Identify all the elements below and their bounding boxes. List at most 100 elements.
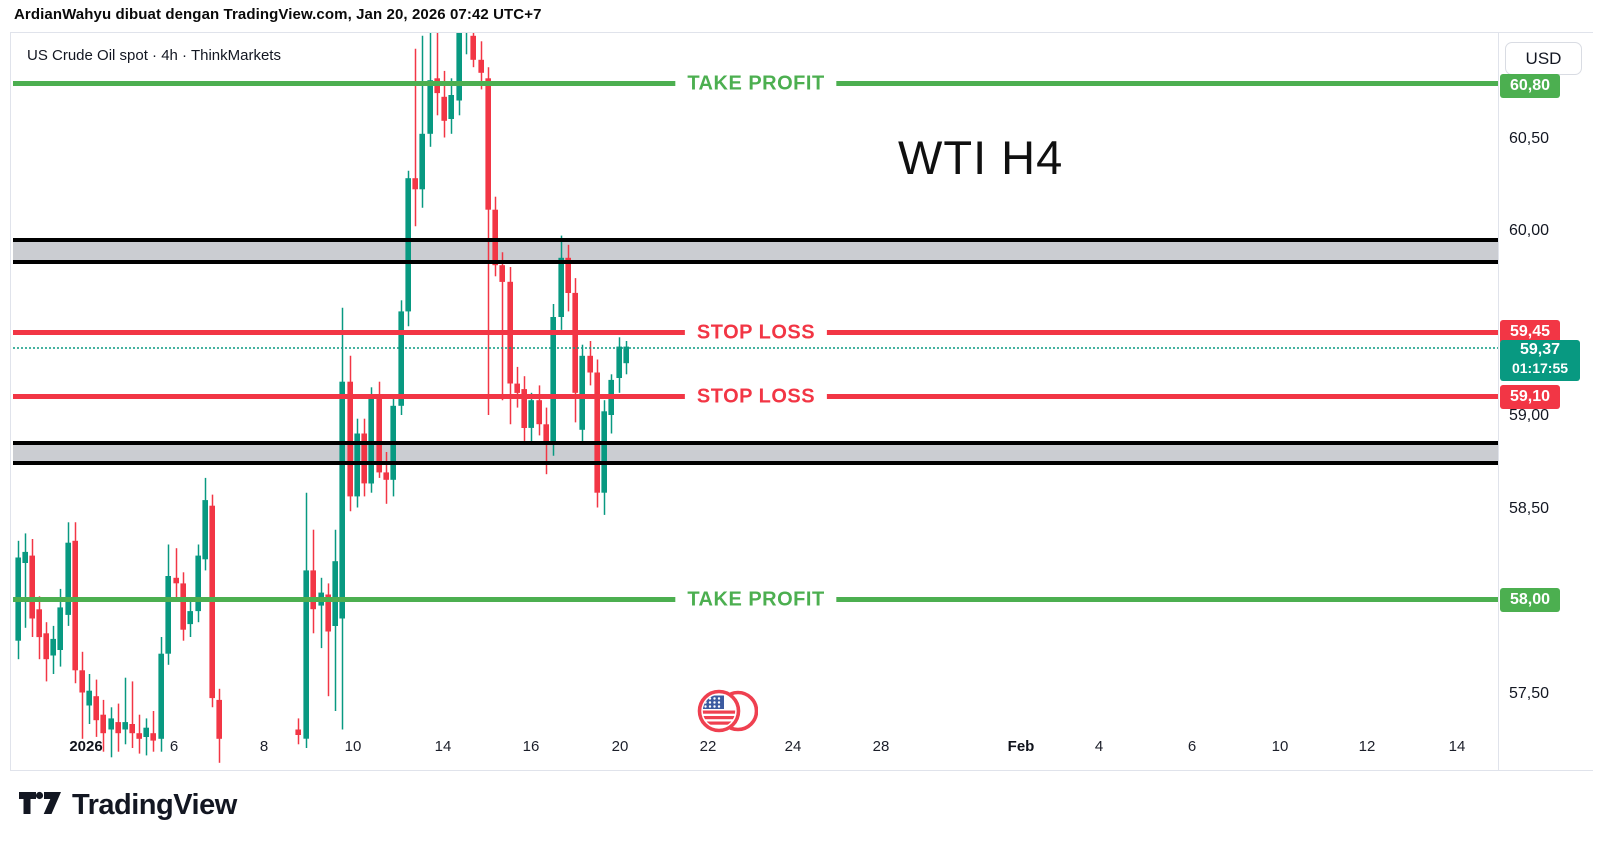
- price-tick-label: 58,50: [1509, 500, 1550, 517]
- candle-body: [100, 714, 106, 734]
- candle-body: [550, 317, 556, 441]
- price-tick-label: 59,00: [1509, 407, 1550, 424]
- candle-body: [347, 381, 353, 497]
- candle-body: [565, 257, 571, 293]
- time-tick-label: 10: [344, 738, 362, 755]
- take-profit-upper-label: TAKE PROFIT: [675, 72, 837, 95]
- tradingview-footer[interactable]: TradingView: [18, 784, 237, 827]
- candle-body: [22, 551, 28, 563]
- candle-body: [514, 383, 520, 393]
- stop-loss-lower-line[interactable]: STOP LOSS: [13, 385, 1499, 408]
- candle-body: [601, 411, 607, 493]
- take-profit-upper-price-badge: 60,80: [1500, 74, 1560, 98]
- time-tick-label: 10: [1271, 738, 1289, 755]
- candle-body: [122, 722, 128, 730]
- candle-body: [361, 433, 367, 484]
- candle-body: [448, 95, 454, 119]
- zone-border: [13, 441, 1499, 445]
- time-tick-label: 6: [1187, 738, 1197, 755]
- candle-body: [202, 500, 208, 560]
- us-flag-event-icon[interactable]: [696, 686, 759, 741]
- candle-body: [623, 346, 629, 364]
- time-tick-label: 4: [1094, 738, 1104, 755]
- currency-button[interactable]: USD: [1505, 42, 1582, 75]
- candle-body: [383, 472, 389, 480]
- candle-body: [65, 542, 71, 615]
- candle-body: [616, 346, 622, 378]
- candle-body: [499, 265, 505, 282]
- candle-body: [339, 381, 345, 619]
- price-tick-label: 57,50: [1509, 685, 1550, 702]
- tradingview-logo-icon: [18, 784, 62, 827]
- symbol-legend[interactable]: US Crude Oil spot · 4h · ThinkMarkets: [27, 47, 281, 64]
- candle-body: [441, 96, 447, 121]
- candle-body: [485, 78, 491, 210]
- candle-body: [521, 389, 527, 428]
- candle-body: [36, 609, 42, 638]
- candle-body: [129, 724, 135, 734]
- candle-body: [492, 209, 498, 266]
- candle-body: [528, 400, 534, 428]
- zone-border: [13, 238, 1499, 242]
- time-tick-label: 22: [699, 738, 717, 755]
- candle-body: [427, 80, 433, 134]
- supply-zone-upper[interactable]: [13, 238, 1499, 264]
- candle-body: [332, 561, 338, 626]
- time-tick-label: 24: [784, 738, 802, 755]
- candle-body: [310, 570, 316, 610]
- price-axis[interactable]: USD 60,50 60,00 59,00 58,50 57,50 60,80 59,4…: [1498, 33, 1593, 770]
- price-tick-label: 60,00: [1509, 222, 1550, 239]
- time-tick-label: Feb: [1007, 738, 1035, 755]
- candle-body: [579, 355, 585, 430]
- candle-body: [470, 35, 476, 60]
- candle-body: [187, 611, 193, 625]
- take-profit-lower-line[interactable]: TAKE PROFIT: [13, 588, 1499, 611]
- candle-body: [405, 178, 411, 312]
- candle-body: [478, 59, 484, 73]
- candle-body: [79, 670, 85, 693]
- candlestick-layer[interactable]: [13, 33, 1499, 770]
- candle-body: [412, 178, 418, 190]
- time-tick-label: 6: [169, 738, 179, 755]
- attribution-text: ArdianWahyu dibuat dengan TradingView.co…: [14, 6, 542, 23]
- zone-border: [13, 461, 1499, 465]
- candle-body: [57, 607, 63, 650]
- candle-body: [303, 570, 309, 739]
- candle-body: [195, 555, 201, 612]
- candle-body: [376, 394, 382, 473]
- take-profit-upper-line[interactable]: TAKE PROFIT: [13, 72, 1499, 95]
- chart-title-watermark: WTI H4: [898, 131, 1064, 184]
- time-tick-label: 20: [611, 738, 629, 755]
- candle-body: [86, 690, 92, 706]
- time-tick-label: 14: [1448, 738, 1466, 755]
- candle-body: [165, 576, 171, 654]
- candle-body: [325, 594, 331, 632]
- candle-body: [368, 394, 374, 484]
- candle-body: [158, 653, 164, 739]
- take-profit-lower-label: TAKE PROFIT: [675, 588, 837, 611]
- candle-body: [558, 257, 564, 317]
- zone-border: [13, 260, 1499, 264]
- tradingview-brand-text: TradingView: [72, 789, 237, 821]
- candle-body: [419, 133, 425, 190]
- candle-body: [143, 727, 149, 737]
- candle-body: [72, 540, 78, 671]
- last-price-badge: 59,37 01:17:55: [1500, 340, 1580, 381]
- candle-body: [173, 577, 179, 584]
- take-profit-lower-price-badge: 58,00: [1500, 588, 1560, 612]
- stop-loss-lower-label: STOP LOSS: [684, 385, 828, 408]
- candle-body: [543, 424, 549, 441]
- candle-body: [93, 696, 99, 721]
- time-tick-label: 28: [872, 738, 890, 755]
- last-price-dotted-line: [13, 347, 1499, 349]
- candle-countdown: 01:17:55: [1511, 360, 1569, 376]
- candle-body: [115, 722, 121, 734]
- price-tick-label: 60,50: [1509, 130, 1550, 147]
- candle-body: [29, 555, 35, 619]
- chart-plot-area[interactable]: TAKE PROFIT STOP LOSS STOP LOSS TAKE PRO…: [13, 33, 1499, 770]
- candle-body: [572, 292, 578, 393]
- stop-loss-upper-line[interactable]: STOP LOSS: [13, 321, 1499, 344]
- candle-body: [108, 718, 114, 730]
- last-price-value: 59,37: [1519, 341, 1561, 358]
- candle-body: [180, 583, 186, 630]
